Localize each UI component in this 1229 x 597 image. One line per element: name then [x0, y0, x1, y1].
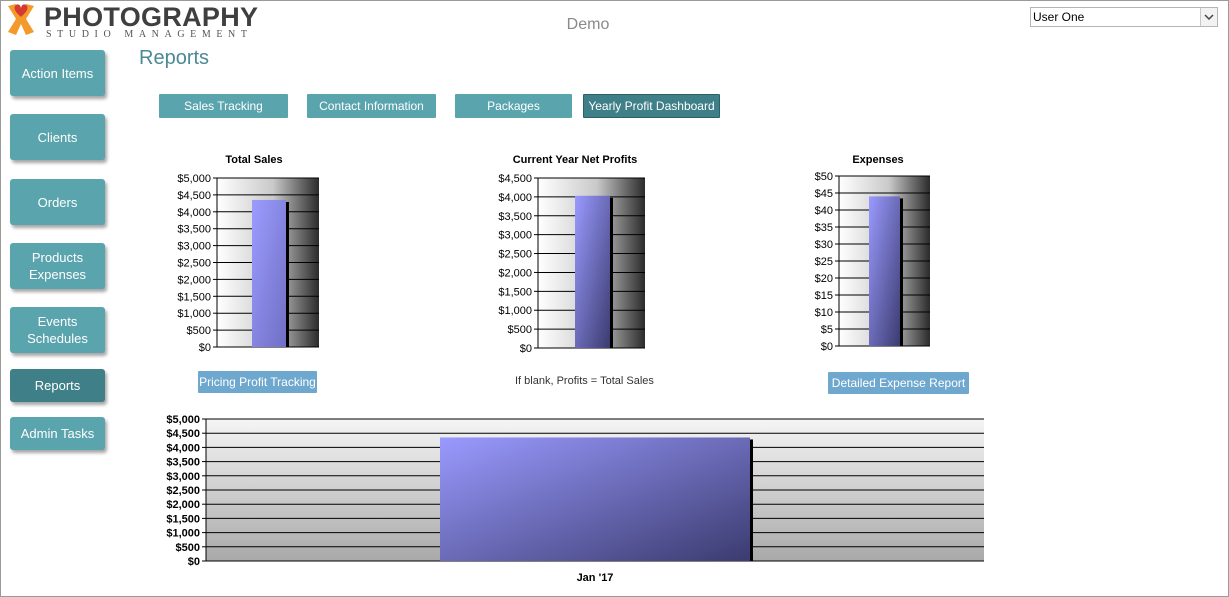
sidebar-item-orders[interactable]: Orders — [10, 179, 105, 225]
tab-packages[interactable]: Packages — [455, 94, 572, 118]
sidebar-item-reports[interactable]: Reports — [10, 369, 105, 402]
tab-label: Contact Information — [319, 99, 424, 113]
sidebar-item-events-schedules[interactable]: Events Schedules — [10, 307, 105, 353]
sidebar-item-action-items[interactable]: Action Items — [10, 50, 105, 96]
detailed-expense-report-button[interactable]: Detailed Expense Report — [828, 372, 969, 394]
sidebar-item-label: Admin Tasks — [20, 426, 95, 441]
tab-label: Packages — [487, 99, 540, 113]
sidebar-item-label: Events Schedules — [27, 314, 88, 346]
tab-contact-information[interactable]: Contact Information — [307, 94, 436, 118]
tab-label: Yearly Profit Dashboard — [588, 99, 715, 113]
sidebar-item-admin-tasks[interactable]: Admin Tasks — [10, 417, 105, 450]
user-select-value: User One — [1033, 10, 1085, 24]
button-label: Detailed Expense Report — [831, 376, 966, 390]
sidebar-item-label: Reports — [34, 378, 81, 393]
tab-label: Sales Tracking — [184, 99, 263, 113]
sidebar-item-label: Products Expenses — [28, 250, 87, 282]
brand-logo: PHOTOGRAPHY STUDIO MANAGEMENT — [4, 2, 266, 40]
tab-yearly-profit-dashboard[interactable]: Yearly Profit Dashboard — [583, 94, 720, 118]
brand-title: PHOTOGRAPHY — [44, 2, 259, 32]
sidebar-item-label: Orders — [37, 194, 78, 210]
chevron-down-icon[interactable] — [1200, 8, 1217, 26]
button-label: Pricing Profit Tracking — [199, 375, 316, 389]
center-title: Demo — [566, 16, 610, 33]
sidebar-item-label: Clients — [37, 129, 78, 145]
page-title: Reports — [139, 47, 210, 69]
sidebar-item-label: Action Items — [21, 65, 94, 81]
user-select[interactable]: User One — [1030, 7, 1218, 27]
profit-note: If blank, Profits = Total Sales — [515, 375, 654, 387]
tab-sales-tracking[interactable]: Sales Tracking — [159, 94, 288, 118]
brand-subtitle: STUDIO MANAGEMENT — [46, 29, 253, 40]
sidebar-item-products-expenses[interactable]: Products Expenses — [10, 243, 105, 289]
pricing-profit-tracking-button[interactable]: Pricing Profit Tracking — [198, 371, 317, 393]
sidebar-item-clients[interactable]: Clients — [10, 114, 105, 160]
logo-mark-icon — [8, 4, 34, 35]
